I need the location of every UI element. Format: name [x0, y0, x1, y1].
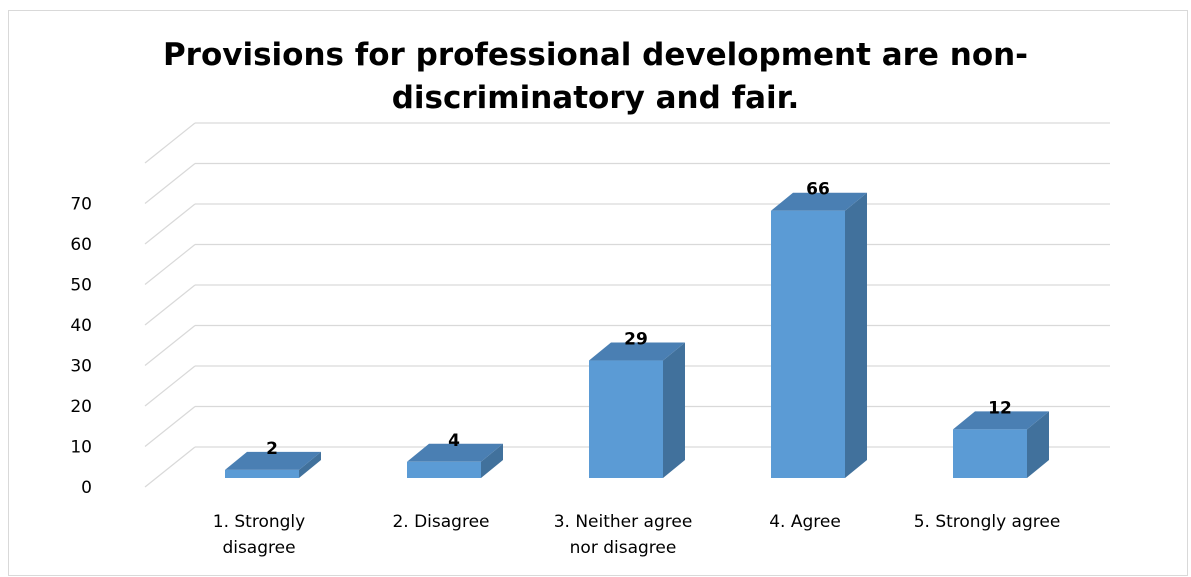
y-tick-label: 20: [70, 397, 92, 417]
gridline-side: [144, 203, 196, 245]
bar-top: [771, 192, 867, 211]
data-label: 2: [266, 439, 278, 459]
gridline-side: [144, 122, 196, 164]
category-label: 5. Strongly agree: [914, 512, 1061, 532]
data-labels: 2 4 29 66 12: [266, 180, 1012, 459]
gridline-side: [144, 284, 196, 326]
y-axis-ticks: 0 10 20 30 40 50 60 70: [70, 195, 92, 499]
gridline-side: [144, 244, 196, 285]
data-label: 66: [806, 180, 830, 200]
bar-side: [481, 443, 503, 478]
bar-top: [953, 411, 1049, 430]
bar-side: [1027, 411, 1049, 478]
chart-title-line-1: Provisions for professional development …: [162, 37, 1029, 73]
bar: [771, 192, 867, 478]
category-label: 2. Disagree: [392, 512, 489, 532]
bar-front: [589, 360, 663, 478]
gridline-side: [144, 446, 196, 488]
bar-side: [845, 192, 867, 478]
category-label: 4. Agree: [769, 512, 841, 532]
bar-layer: [225, 192, 1049, 478]
bar-top: [225, 451, 321, 470]
category-label: disagree: [222, 538, 295, 558]
bar-front: [225, 469, 299, 478]
data-label: 29: [624, 330, 648, 350]
bar: [589, 342, 685, 478]
y-tick-label: 50: [70, 276, 92, 296]
chart-title-line-2: discriminatory and fair.: [391, 80, 800, 116]
bar-top: [589, 342, 685, 361]
bar-front: [771, 210, 845, 478]
bar-top: [407, 443, 503, 462]
data-label: 4: [448, 431, 460, 451]
y-tick-label: 10: [70, 438, 92, 458]
y-tick-label: 40: [70, 316, 92, 336]
data-label: 12: [988, 398, 1012, 418]
chart-title: Provisions for professional development …: [0, 34, 1191, 120]
chart-frame: [8, 10, 1188, 576]
bar: [225, 451, 321, 478]
category-label: nor disagree: [570, 538, 677, 558]
y-tick-label: 60: [70, 235, 92, 255]
y-tick-label: 70: [70, 195, 92, 215]
bar-front: [953, 429, 1027, 478]
x-axis-categories: 1. Strongly disagree 2. Disagree 3. Neither…: [213, 512, 1061, 558]
gridline-side: [144, 406, 196, 447]
gridline-side: [144, 365, 196, 407]
category-label: 3. Neither agree: [554, 512, 693, 532]
bar: [407, 443, 503, 478]
y-tick-label: 0: [81, 478, 92, 498]
y-tick-label: 30: [70, 357, 92, 377]
gridline-side: [144, 163, 196, 204]
gridline-side: [144, 325, 196, 366]
bar-side: [299, 451, 321, 478]
bar: [953, 411, 1049, 478]
bar-side: [663, 342, 685, 478]
bar-front: [407, 461, 481, 478]
category-label: 1. Strongly: [213, 512, 305, 532]
